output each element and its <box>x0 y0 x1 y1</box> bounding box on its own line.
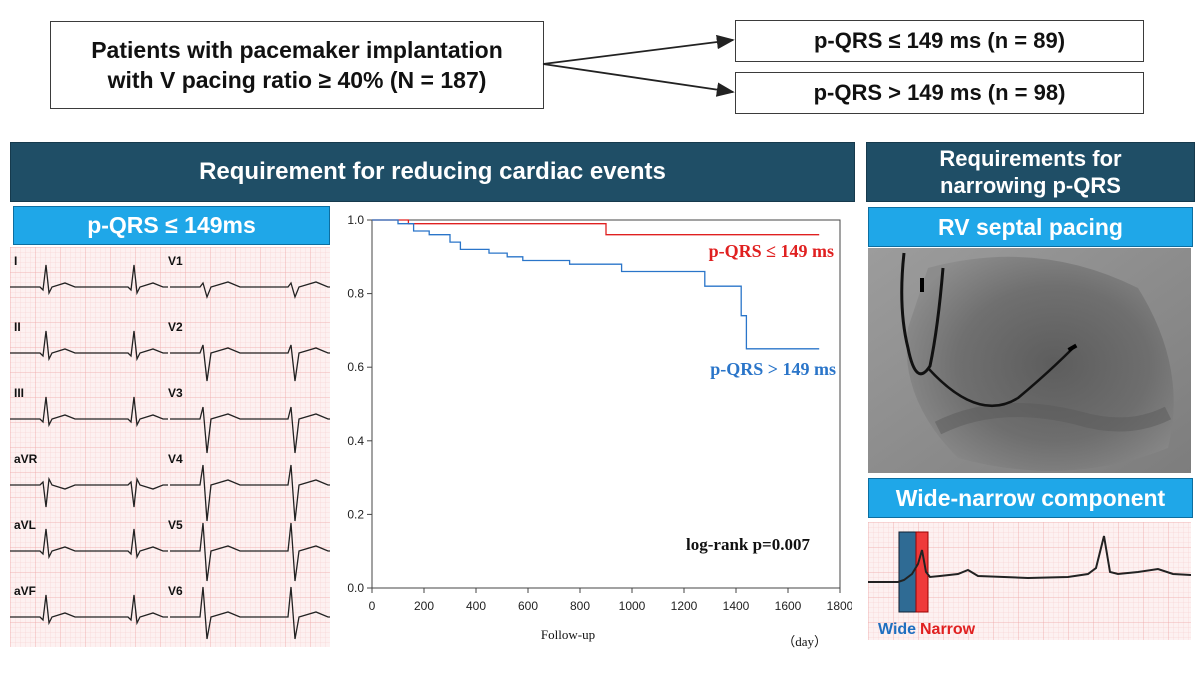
ecg-label-text: p-QRS ≤ 149ms <box>87 212 256 238</box>
pacing-label-text: RV septal pacing <box>938 213 1123 240</box>
component-label-bar: Wide-narrow component <box>868 478 1193 518</box>
ecg-trace-V1 <box>170 281 330 300</box>
x-tick-label: 1400 <box>723 599 750 613</box>
x-tick-label: 400 <box>466 599 486 613</box>
ecg-lead-label-V4: V4 <box>168 452 183 466</box>
group-high-box: p-QRS > 149 ms (n = 98) <box>735 72 1144 114</box>
left-section-header-text: Requirement for reducing cardiac events <box>199 158 666 185</box>
ecg-lead-label-V1: V1 <box>168 254 183 268</box>
right-section-header: Requirements for narrowing p-QRS <box>866 142 1195 202</box>
ecg-trace-III <box>10 396 168 428</box>
x-tick-label: 800 <box>570 599 590 613</box>
ecg-trace-V3 <box>170 406 330 454</box>
ecg-trace-V2 <box>170 344 330 382</box>
right-header-line2: narrowing p-QRS <box>940 173 1121 198</box>
series-high-label: p-QRS > 149 ms <box>710 359 836 379</box>
y-tick-label: 0.2 <box>347 507 364 521</box>
x-tick-label: 0 <box>369 599 376 613</box>
narrow-component-highlight <box>915 531 929 613</box>
ecg-trace-V4 <box>170 464 330 522</box>
patients-box-line2: with V pacing ratio ≥ 40% (N = 187) <box>107 67 487 93</box>
x-tick-label: 1800 <box>827 599 852 613</box>
ecg-lead-label-aVL: aVL <box>14 518 36 532</box>
left-section-header: Requirement for reducing cardiac events <box>10 142 855 202</box>
pacing-label-bar: RV septal pacing <box>868 207 1193 247</box>
ecg-traces <box>10 264 330 640</box>
x-axis-label: Follow-up <box>541 627 595 642</box>
x-tick-label: 200 <box>414 599 434 613</box>
plot-area-frame <box>371 219 841 589</box>
x-axis-unit: （day） <box>782 634 827 649</box>
ecg-trace-V5 <box>170 522 330 582</box>
ecg-trace-II <box>10 330 168 362</box>
ecg-lead-label-aVR: aVR <box>14 452 38 466</box>
patients-box: Patients with pacemaker implantation wit… <box>50 21 544 109</box>
ecg-lead-label-aVF: aVF <box>14 584 36 598</box>
ecg-lead-label-II: II <box>14 320 21 334</box>
wide-narrow-ecg: Wide Narrow <box>868 522 1191 640</box>
y-tick-label: 0.4 <box>347 434 364 448</box>
km-labels: p-QRS ≤ 149 ms p-QRS > 149 ms log-rank p=0… <box>541 241 836 649</box>
ecg-lead-label-III: III <box>14 386 24 400</box>
series-low-line <box>372 219 820 236</box>
x-tick-label: 1200 <box>671 599 698 613</box>
ventricular-lead <box>927 347 1074 407</box>
chart-background <box>332 205 852 660</box>
x-tick-label: 1000 <box>619 599 646 613</box>
fluoroscopy-image <box>868 248 1191 473</box>
ecg-lead-label-V2: V2 <box>168 320 183 334</box>
narrow-label: Narrow <box>920 621 976 638</box>
ecg-lead-label-V3: V3 <box>168 386 183 400</box>
x-tick-label: 1600 <box>775 599 802 613</box>
wide-label: Wide <box>878 621 916 638</box>
component-label-text: Wide-narrow component <box>895 484 1166 511</box>
km-chart: 0 200 400 600 800 1000 1200 1400 1600 1800 0.0 0.2 0… <box>332 205 852 660</box>
y-tick-label: 0.6 <box>347 360 364 374</box>
x-tick-label: 600 <box>518 599 538 613</box>
group-high-label: p-QRS > 149 ms (n = 98) <box>813 80 1066 105</box>
km-axes: 0 200 400 600 800 1000 1200 1400 1600 1800 0.0 0.2 0… <box>347 213 852 613</box>
group-low-label: p-QRS ≤ 149 ms (n = 89) <box>813 28 1066 53</box>
y-tick-label: 0.8 <box>347 287 364 301</box>
ecg-lead-label-V5: V5 <box>168 518 183 532</box>
km-series <box>372 219 820 350</box>
series-high-line <box>372 219 820 350</box>
pacing-lead <box>900 252 945 376</box>
group-low-box: p-QRS ≤ 149 ms (n = 89) <box>735 20 1144 62</box>
logrank-annotation: log-rank p=0.007 <box>686 535 810 554</box>
patients-box-line1: Patients with pacemaker implantation <box>91 37 503 63</box>
ecg-label-bar: p-QRS ≤ 149ms <box>13 206 330 245</box>
arrow-to-high-group <box>542 63 735 97</box>
right-header-line1: Requirements for <box>939 146 1122 171</box>
ecg-lead-label-I: I <box>14 254 17 268</box>
y-tick-label: 0.0 <box>347 581 364 595</box>
series-low-label: p-QRS ≤ 149 ms <box>709 241 834 261</box>
ecg-trace-aVL <box>10 528 168 560</box>
ecg-trace-aVR <box>10 476 168 508</box>
y-tick-label: 1.0 <box>347 213 364 227</box>
ecg-trace-V6 <box>170 586 330 640</box>
ecg-lead-label-V6: V6 <box>168 584 183 598</box>
ecg-trace-I <box>10 264 168 296</box>
arrow-to-low-group <box>542 34 735 65</box>
component-trace <box>868 535 1191 583</box>
ecg-trace-aVF <box>10 594 168 626</box>
flow-arrows <box>542 34 735 97</box>
